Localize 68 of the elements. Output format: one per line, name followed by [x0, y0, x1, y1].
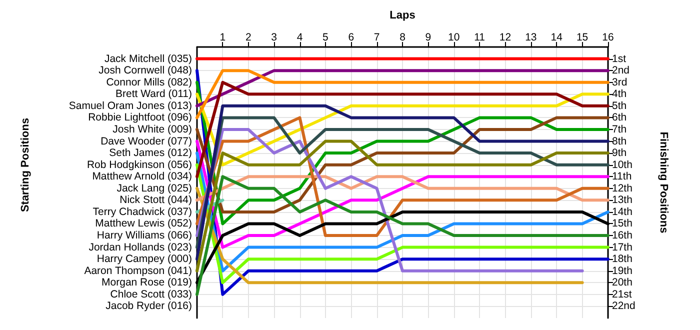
series-label: Morgan Rose (019)	[102, 276, 192, 289]
x-tick-label: 2	[245, 32, 252, 44]
series-label: Josh White (009)	[112, 123, 192, 136]
x-tick-label: 9	[425, 32, 432, 44]
x-tick-label: 7	[374, 32, 380, 44]
line-series	[196, 80, 610, 178]
x-tick-label: 14	[550, 32, 563, 44]
y-tick-label: 16th	[612, 230, 633, 242]
x-tick-label: 12	[499, 32, 512, 44]
y-tick-label: 22nd	[612, 300, 636, 312]
y-tick-label: 11th	[612, 170, 632, 183]
line-series	[196, 175, 610, 296]
y-tick-label: 10th	[612, 158, 633, 171]
series-label: Jordan Hollands (023)	[88, 241, 192, 254]
y-tick-label: 4th	[612, 88, 627, 100]
y-tick-label: 21st	[612, 288, 632, 300]
series-label: Robbie Lightfoot (096)	[88, 112, 192, 124]
y-tick-label: 13th	[612, 194, 633, 206]
y-tick-label: 20th	[612, 276, 633, 289]
y-tick-label: 2nd	[612, 64, 630, 77]
y-tick-label: 9th	[612, 147, 627, 160]
y-axis-title: Finishing Positions	[658, 132, 670, 234]
x-tick-label: 13	[525, 32, 537, 44]
y-tick-label: 18th	[612, 253, 633, 266]
y-tick-label: 15th	[612, 218, 633, 230]
series-label: Samuel Oram Jones (013)	[68, 100, 192, 112]
y-tick-label: 12th	[612, 182, 633, 194]
x-tick-label: 6	[348, 32, 354, 44]
series-label: Chloe Scott (033)	[110, 288, 192, 300]
y-tick-label: 17th	[612, 241, 633, 254]
series-label: Josh Cornwell (048)	[98, 64, 192, 77]
y-tick-label: 3rd	[612, 76, 628, 88]
x-tick-label: 5	[322, 32, 329, 44]
series-label: Terry Chadwick (037)	[92, 206, 192, 218]
text: Starting Positions	[20, 118, 32, 212]
series-label: Aaron Thompson (041)	[84, 264, 192, 277]
series-label: Connor Mills (082)	[106, 76, 192, 88]
x-axis-title: Laps	[390, 10, 416, 22]
y-tick-label: 19th	[612, 264, 633, 277]
line-series	[196, 104, 610, 261]
text: Jacob Ryder (016)	[106, 300, 192, 312]
series-label: Rob Hodgkinson (056)	[86, 158, 192, 171]
x-tick-label: 16	[602, 32, 614, 44]
x-tick-label: 10	[448, 32, 460, 44]
x-tick-label: 4	[296, 32, 303, 44]
x-tick-label: 8	[400, 32, 406, 44]
series-label: Jack Lang (025)	[116, 182, 192, 194]
y-tick-label: 7th	[612, 123, 627, 136]
line-series	[196, 116, 610, 214]
x-tick-label: 11	[474, 32, 486, 44]
y-tick-label: 1st	[612, 52, 626, 65]
series-label: Jack Mitchell (035)	[104, 52, 192, 65]
y-tick-label: 8th	[612, 135, 627, 148]
series-label: Matthew Arnold (034)	[92, 170, 192, 183]
x-tick-label: 1	[220, 32, 226, 44]
y-tick-label: 6th	[612, 112, 627, 124]
series-label: Nick Stott (044)	[120, 194, 192, 206]
series-label: Brett Ward (011)	[116, 88, 192, 100]
y-tick-label: 5th	[612, 100, 627, 112]
series-label: Harry Williams (066)	[96, 230, 192, 242]
series-label: Matthew Lewis (052)	[95, 218, 192, 230]
line-series	[196, 69, 610, 108]
y-tick-label: 14th	[612, 206, 633, 218]
x-tick-label: 15	[576, 32, 588, 44]
x-tick-label: 3	[271, 32, 278, 44]
series-label: Harry Campey (000)	[96, 253, 192, 266]
series-label: Dave Wooder (077)	[100, 135, 192, 148]
series-label: Seth James (012)	[109, 147, 192, 160]
